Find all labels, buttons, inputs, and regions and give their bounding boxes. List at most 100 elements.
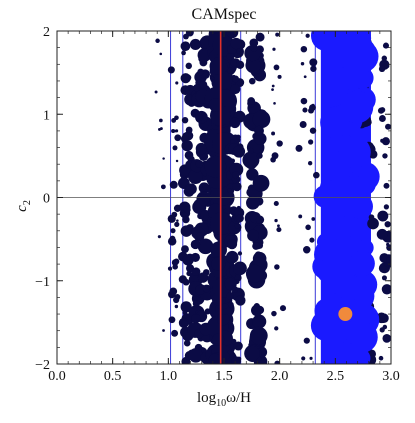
- data-point: [378, 355, 384, 361]
- data-point: [303, 75, 307, 79]
- band-point: [310, 310, 342, 342]
- data-point: [167, 66, 175, 74]
- data-point: [305, 224, 311, 231]
- data-point: [154, 90, 158, 94]
- data-point: [275, 32, 280, 37]
- data-point: [229, 117, 241, 129]
- data-point: [225, 250, 239, 264]
- data-point: [381, 55, 388, 61]
- data-point: [190, 239, 201, 250]
- data-point: [181, 320, 188, 326]
- data-point: [246, 196, 260, 210]
- data-point: [180, 301, 192, 313]
- data-point: [182, 132, 190, 140]
- data-point: [174, 293, 181, 300]
- data-point: [210, 183, 233, 206]
- data-point: [302, 107, 308, 113]
- data-point: [381, 137, 390, 146]
- data-point: [303, 246, 311, 254]
- data-point: [255, 215, 265, 224]
- data-point: [381, 275, 387, 281]
- data-point: [255, 32, 265, 42]
- data-point: [171, 118, 177, 123]
- data-point: [172, 264, 178, 270]
- data-point: [199, 80, 208, 89]
- data-point: [211, 257, 226, 272]
- data-point: [376, 228, 388, 240]
- data-point: [195, 113, 203, 121]
- data-point: [175, 81, 179, 85]
- data-point: [214, 71, 233, 90]
- data-point: [274, 326, 279, 331]
- data-point: [188, 169, 203, 185]
- data-point: [242, 151, 260, 169]
- data-point: [182, 215, 190, 224]
- y-axis-label: c2: [14, 200, 33, 212]
- data-point: [167, 266, 173, 271]
- data-point: [230, 338, 237, 345]
- data-point: [252, 174, 270, 192]
- data-point: [208, 353, 222, 364]
- x-tick-label: 0.5: [104, 369, 122, 384]
- data-point: [230, 158, 236, 164]
- data-point: [378, 65, 386, 73]
- data-point: [172, 145, 178, 151]
- data-point: [180, 73, 191, 84]
- data-point: [276, 140, 283, 147]
- data-point: [382, 42, 390, 49]
- data-point: [277, 74, 282, 79]
- data-point: [196, 232, 204, 240]
- data-point: [383, 204, 390, 210]
- data-point: [230, 83, 241, 95]
- data-point: [174, 134, 182, 142]
- data-point: [245, 57, 261, 74]
- data-point: [386, 242, 390, 247]
- data-point: [299, 121, 307, 129]
- best-fit-point: [338, 307, 353, 322]
- data-point: [193, 83, 201, 92]
- data-point: [249, 326, 268, 345]
- data-point: [311, 217, 316, 221]
- data-point: [309, 58, 318, 67]
- x-tick-label: 0.0: [48, 369, 66, 384]
- data-point: [273, 200, 279, 207]
- data-point: [244, 345, 260, 362]
- data-point: [235, 134, 241, 140]
- data-point: [157, 235, 161, 239]
- data-point: [272, 47, 276, 51]
- data-point: [181, 245, 189, 254]
- data-point: [202, 183, 209, 190]
- data-point: [237, 251, 243, 256]
- data-point: [311, 103, 315, 107]
- data-point: [230, 37, 242, 50]
- data-point: [277, 224, 280, 228]
- data-point: [183, 33, 189, 40]
- data-point: [183, 206, 191, 214]
- data-point: [180, 225, 193, 237]
- data-point: [254, 125, 264, 136]
- data-point: [274, 264, 280, 270]
- data-point: [252, 314, 267, 329]
- data-point: [185, 62, 192, 70]
- data-point: [162, 329, 165, 332]
- data-point: [226, 31, 239, 39]
- data-point: [191, 267, 201, 276]
- data-point: [155, 38, 160, 44]
- data-point: [216, 312, 230, 326]
- data-point: [189, 38, 202, 51]
- data-point: [295, 144, 303, 152]
- data-point: [248, 77, 256, 85]
- data-point: [209, 57, 228, 75]
- data-point: [367, 217, 379, 230]
- data-point: [309, 237, 315, 243]
- data-point: [233, 261, 247, 276]
- data-point: [252, 110, 271, 129]
- data-point: [195, 142, 208, 155]
- band-point: [336, 274, 363, 301]
- data-point: [232, 171, 240, 179]
- data-point: [271, 310, 277, 317]
- data-point: [274, 218, 278, 223]
- y-tick-label: 1: [43, 108, 50, 123]
- data-point: [174, 221, 180, 227]
- data-point: [159, 52, 163, 56]
